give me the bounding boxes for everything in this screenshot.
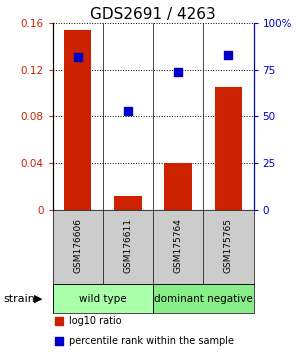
- Text: log10 ratio: log10 ratio: [69, 316, 121, 326]
- Text: strain: strain: [3, 294, 35, 304]
- Bar: [114, 195, 142, 210]
- Text: GSM175765: GSM175765: [224, 218, 233, 274]
- Text: wild type: wild type: [79, 294, 127, 304]
- Point: [125, 108, 130, 114]
- Title: GDS2691 / 4263: GDS2691 / 4263: [90, 7, 216, 22]
- Bar: [64, 30, 92, 210]
- Text: dominant negative: dominant negative: [154, 294, 253, 304]
- Point: [56, 338, 61, 344]
- Point: [176, 69, 181, 74]
- Text: GSM176606: GSM176606: [73, 218, 82, 274]
- Text: percentile rank within the sample: percentile rank within the sample: [69, 336, 234, 346]
- Text: GSM175764: GSM175764: [174, 218, 183, 273]
- Point: [226, 52, 231, 58]
- Bar: [164, 163, 192, 210]
- Point: [56, 319, 61, 324]
- Bar: [153, 284, 254, 313]
- Text: GSM176611: GSM176611: [123, 218, 132, 274]
- Text: ▶: ▶: [34, 294, 42, 304]
- Bar: [214, 87, 242, 210]
- Point: [75, 54, 80, 59]
- Bar: [52, 284, 153, 313]
